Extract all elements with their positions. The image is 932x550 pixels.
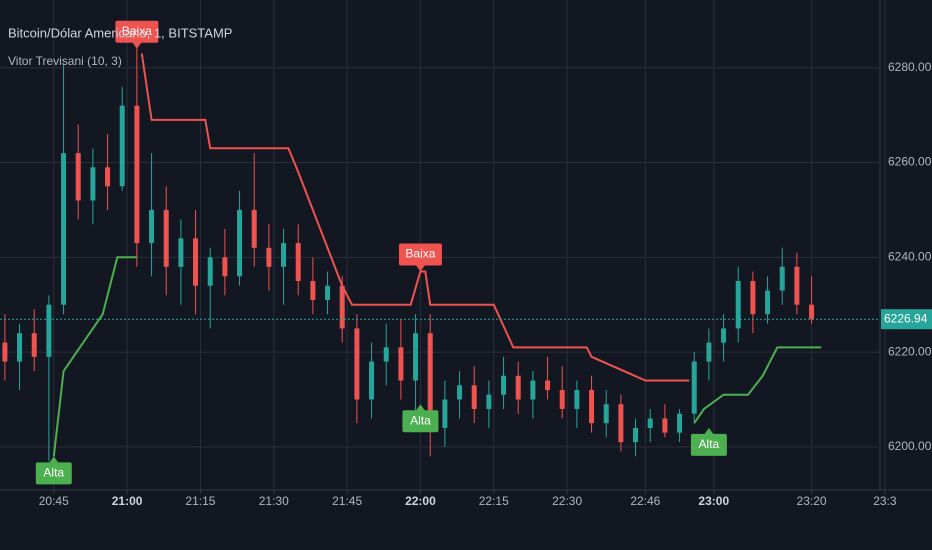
candle-body xyxy=(310,281,316,300)
annotation-box xyxy=(398,243,442,266)
candle-body xyxy=(178,238,184,267)
candle-body xyxy=(765,290,771,315)
stop-line xyxy=(693,346,822,424)
stop-line xyxy=(52,256,137,457)
x-tick-label: 22:46 xyxy=(630,494,660,508)
candle-body xyxy=(339,285,345,329)
candle-body xyxy=(2,342,8,362)
annotation-label: Alta xyxy=(699,437,720,451)
candle-body xyxy=(398,347,404,381)
x-tick-label: 21:30 xyxy=(259,494,289,508)
candle-body xyxy=(17,333,23,362)
annotation-pointer xyxy=(415,264,426,272)
annotation-pointer xyxy=(703,427,714,435)
candle-body xyxy=(559,390,565,409)
annotation-box xyxy=(35,462,72,485)
annotation-pointer xyxy=(131,41,142,49)
candle-body xyxy=(691,361,697,414)
candle-body xyxy=(677,413,683,433)
annotation-label: Alta xyxy=(43,466,64,480)
x-tick-label: 23:20 xyxy=(797,494,827,508)
candle-body xyxy=(193,238,199,286)
candle-body xyxy=(266,247,272,267)
annotation-label: Baixa xyxy=(122,24,152,38)
chart-title: Bitcoin/Dólar Americano, 1, BITSTAMP xyxy=(8,25,232,40)
annotation-label: Alta xyxy=(410,413,431,427)
candle-body xyxy=(589,390,595,424)
candle-body xyxy=(603,404,609,424)
candle-body xyxy=(633,427,639,443)
candle-body xyxy=(662,418,668,433)
x-tick-label: 21:45 xyxy=(332,494,362,508)
candle-body xyxy=(530,380,536,400)
candle-body xyxy=(647,418,653,428)
candle-body xyxy=(354,328,360,400)
candle-body xyxy=(222,257,228,277)
candle-body xyxy=(809,304,815,320)
candle-body xyxy=(706,342,712,362)
y-tick-label: 6240.00 xyxy=(888,249,932,263)
indicator-label: Vitor Trevisani (10, 3) xyxy=(8,54,122,68)
candle-body xyxy=(237,209,243,277)
candle-body xyxy=(574,390,580,409)
candle-body xyxy=(545,380,551,391)
candle-body xyxy=(471,385,477,409)
candle-body xyxy=(618,404,624,443)
candle-body xyxy=(515,375,521,400)
candle-body xyxy=(750,281,756,315)
annotation-box xyxy=(402,410,439,433)
last-price-box xyxy=(881,309,932,330)
x-tick-label: 21:15 xyxy=(185,494,215,508)
y-tick-label: 6200.00 xyxy=(888,439,932,453)
last-price-label: 6226.94 xyxy=(884,311,928,325)
x-tick-label: 20:45 xyxy=(39,494,69,508)
candle-body xyxy=(325,285,331,300)
candle-body xyxy=(75,153,81,201)
candle-body xyxy=(149,209,155,244)
candle-body xyxy=(369,361,375,400)
candle-body xyxy=(251,209,257,248)
candle-body xyxy=(31,333,37,357)
candle-body xyxy=(163,209,169,267)
candle-body xyxy=(501,375,507,395)
candle-body xyxy=(735,281,741,329)
annotation-pointer xyxy=(415,404,426,412)
x-tick-label: 21:00 xyxy=(112,494,143,508)
candle-body xyxy=(794,266,800,305)
plot: Baixa Baixa Alta Alta Alta xyxy=(0,0,886,490)
candle-body xyxy=(281,243,287,267)
candle-body xyxy=(427,333,433,428)
candle-body xyxy=(413,333,419,381)
y-tick-label: 6260.00 xyxy=(888,155,932,169)
x-tick-label: 22:30 xyxy=(552,494,582,508)
annotation-label: Baixa xyxy=(405,247,435,261)
candle-body xyxy=(295,243,301,282)
x-tick-label: 23:3 xyxy=(873,494,897,508)
candle-body xyxy=(486,394,492,409)
y-tick-label: 6280.00 xyxy=(888,60,932,74)
candle-body xyxy=(457,385,463,400)
x-tick-label: 22:00 xyxy=(405,494,436,508)
candle-body xyxy=(90,167,96,201)
candle-body xyxy=(46,304,52,357)
annotation-box xyxy=(690,433,727,456)
candle-body xyxy=(779,266,785,291)
candle-body xyxy=(134,105,140,244)
candle-body xyxy=(442,399,448,428)
candle-body xyxy=(61,153,67,305)
candle-body xyxy=(119,105,125,187)
candle-body xyxy=(383,347,389,362)
x-tick-label: 23:00 xyxy=(698,494,729,508)
y-tick-label: 6220.00 xyxy=(888,344,932,358)
candle-body xyxy=(721,328,727,343)
candle-body xyxy=(105,167,111,187)
annotation-pointer xyxy=(48,456,59,464)
annotation-box xyxy=(115,20,159,43)
candle-body xyxy=(207,257,213,286)
x-tick-label: 22:15 xyxy=(479,494,509,508)
stop-line xyxy=(140,53,690,382)
